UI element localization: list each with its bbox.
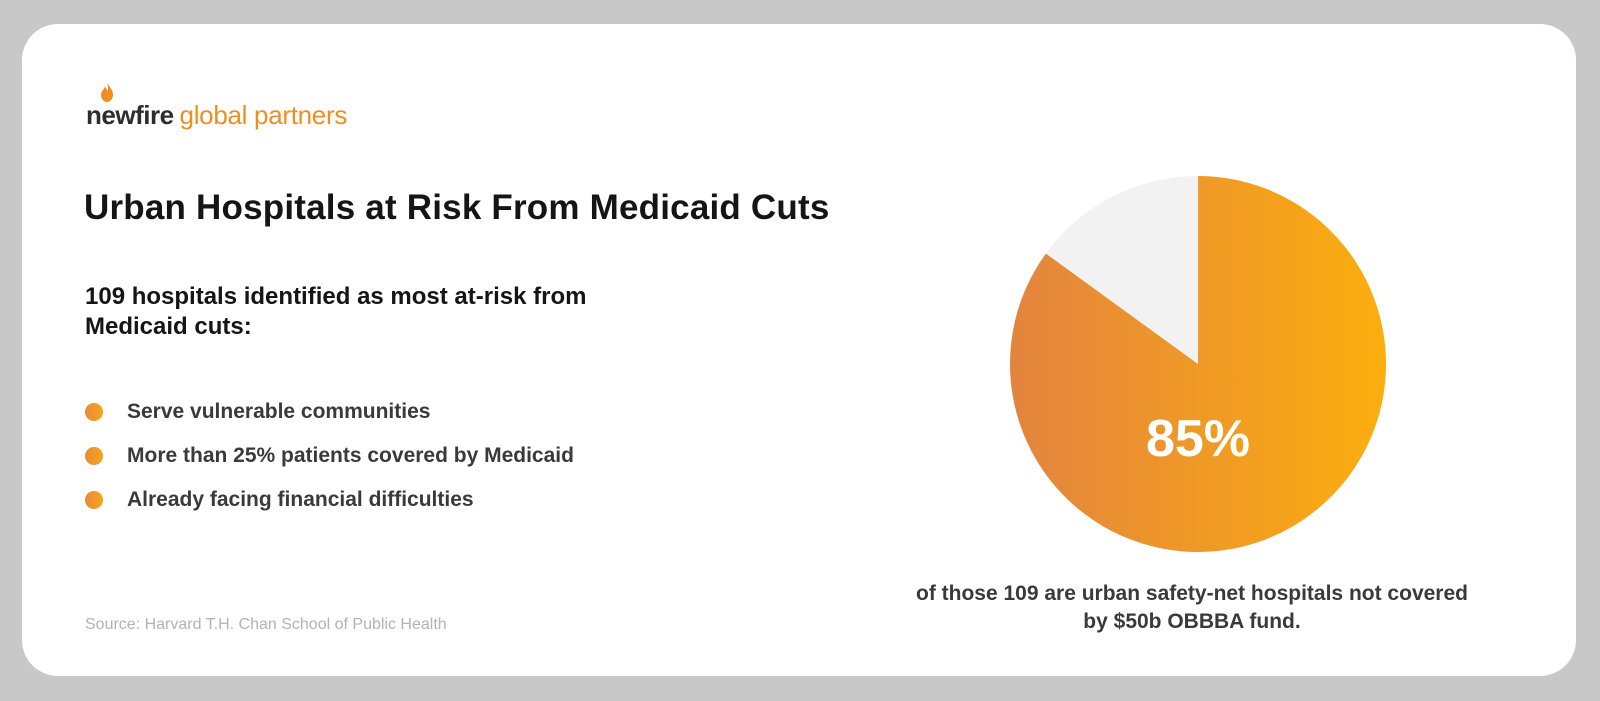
bullet-text: More than 25% patients covered by Medica… — [127, 444, 574, 467]
brand-name-light: global partners — [179, 100, 348, 130]
pie-slice-remainder — [1045, 176, 1198, 364]
bullet-dot-icon — [85, 447, 103, 465]
chart-caption: of those 109 are urban safety-net hospit… — [916, 582, 1468, 633]
bullet-text: Already facing financial difficulties — [127, 488, 474, 511]
list-item: Already facing financial difficulties — [85, 478, 574, 522]
flame-icon — [101, 82, 113, 102]
list-item: Serve vulnerable communities — [85, 390, 574, 434]
brand-logo-text: newfire global partners — [86, 82, 348, 130]
pie-chart-container: 85% — [1008, 174, 1388, 554]
brand-name-strong: newfire — [86, 100, 174, 130]
pie-chart: 85% — [1010, 176, 1386, 552]
brand-logo: newfire global partners — [86, 80, 347, 128]
bullet-text: Serve vulnerable communities — [127, 400, 431, 423]
bullet-dot-icon — [85, 491, 103, 509]
bullet-list: Serve vulnerable communities More than 2… — [85, 390, 574, 522]
page-title: Urban Hospitals at Risk From Medicaid Cu… — [84, 188, 830, 227]
pie-slice-label: 85% — [1146, 410, 1250, 468]
list-item: More than 25% patients covered by Medica… — [85, 434, 574, 478]
source-note: Source: Harvard T.H. Chan School of Publ… — [85, 616, 447, 633]
subtitle: 109 hospitals identified as most at-risk… — [85, 283, 587, 340]
bullet-dot-icon — [85, 403, 103, 421]
infographic-card: newfire global partners Urban Hospitals a… — [22, 24, 1576, 676]
